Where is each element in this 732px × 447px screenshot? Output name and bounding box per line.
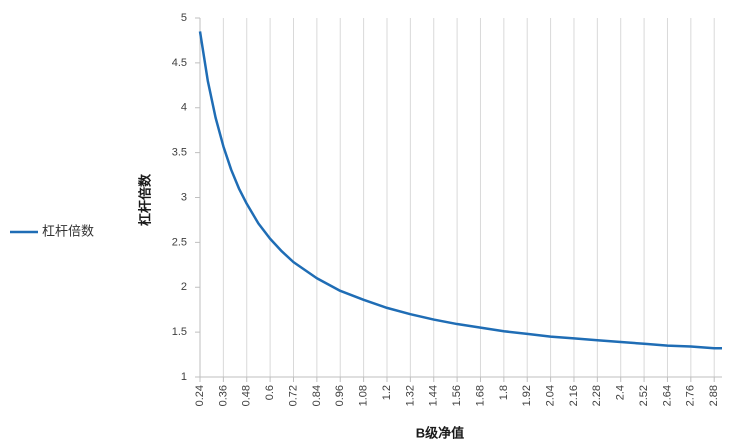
x-tick-label: 1.08	[358, 385, 370, 406]
x-tick-label: 0.24	[194, 385, 206, 406]
x-tick-label: 2.52	[638, 385, 650, 406]
x-tick-label: 1.44	[428, 385, 440, 406]
x-tick-label: 1.92	[521, 385, 533, 406]
y-tick-label: 1	[181, 371, 187, 383]
x-tick-label: 0.96	[334, 385, 346, 406]
x-tick-label: 1.2	[381, 385, 393, 400]
x-tick-label: 2.64	[661, 385, 673, 406]
x-tick-label: 2.88	[708, 385, 720, 406]
y-tick-label: 2.5	[172, 236, 187, 248]
y-tick-label: 3.5	[172, 147, 187, 159]
x-axis-title: B级净值	[416, 425, 464, 440]
x-tick-label: 2.16	[568, 385, 580, 406]
legend-label: 杠杆倍数	[42, 223, 94, 238]
x-tick-label: 2.04	[545, 385, 557, 406]
y-tick-label: 5	[181, 12, 187, 24]
x-tick-label: 1.68	[474, 385, 486, 406]
x-tick-label: 0.48	[241, 385, 253, 406]
x-tick-label: 1.8	[498, 385, 510, 400]
y-tick-label: 4	[181, 102, 187, 114]
x-tick-label: 0.72	[287, 385, 299, 406]
y-tick-label: 1.5	[172, 326, 187, 338]
x-tick-label: 0.6	[264, 385, 276, 400]
y-axis-title: 杠杆倍数	[137, 173, 152, 226]
x-tick-label: 0.36	[217, 385, 229, 406]
x-tick-label: 0.84	[311, 385, 323, 406]
x-tick-label: 1.56	[451, 385, 463, 406]
y-tick-label: 4.5	[172, 57, 187, 69]
data-line	[198, 31, 722, 350]
y-tick-label: 2	[181, 281, 187, 293]
x-tick-label: 2.4	[615, 385, 627, 400]
y-tick-label: 3	[181, 191, 187, 203]
x-tick-label: 2.28	[591, 385, 603, 406]
x-tick-label: 1.32	[404, 385, 416, 406]
x-tick-label: 2.76	[685, 385, 697, 406]
